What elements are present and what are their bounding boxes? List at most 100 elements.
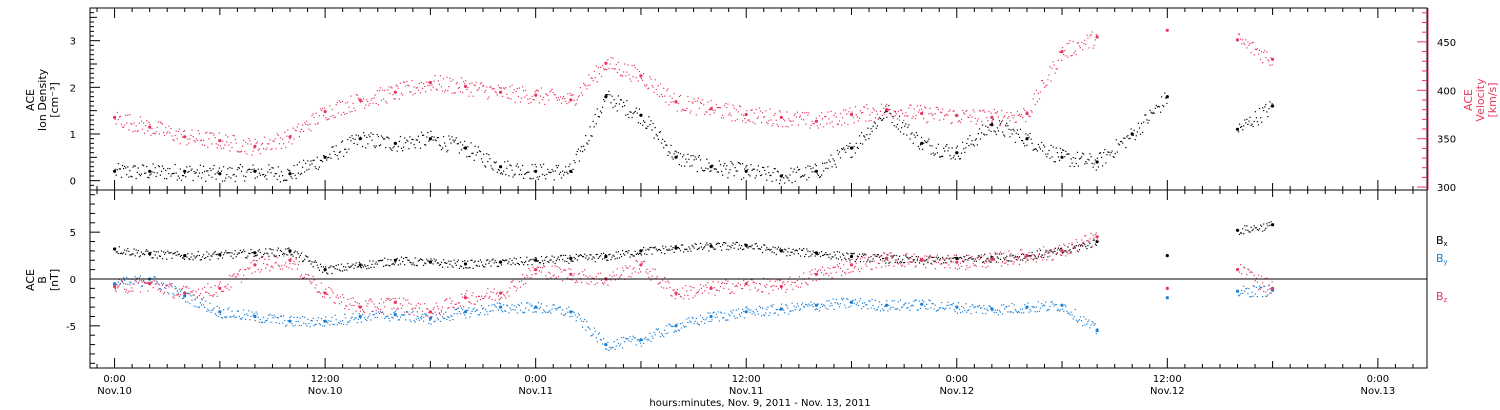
bz-sample — [843, 264, 845, 266]
bz-sample — [891, 255, 893, 257]
bx-sample — [149, 254, 151, 257]
bz-sample — [251, 272, 253, 274]
bx-sample — [123, 252, 125, 254]
by-sample — [991, 310, 993, 312]
bx-sample — [312, 266, 314, 268]
bz-sample — [183, 285, 185, 288]
by-sample — [235, 316, 237, 318]
bz-sample — [366, 305, 368, 307]
bz-sample — [594, 283, 596, 285]
density-point-11 — [499, 165, 503, 169]
velocity-sample — [290, 134, 292, 136]
density-sample — [762, 166, 764, 168]
by-sample — [604, 343, 606, 345]
by-sample — [944, 309, 946, 311]
bx-sample — [172, 253, 174, 255]
density-sample — [294, 174, 296, 176]
by-sample — [954, 311, 956, 313]
bz-sample — [161, 284, 164, 286]
density-sample — [1252, 125, 1254, 128]
bx-sample — [592, 256, 594, 258]
velocity-sample — [382, 89, 384, 91]
bz-sample — [825, 273, 827, 275]
bx-sample — [492, 258, 494, 260]
velocity-sample — [998, 124, 1001, 126]
bx-sample — [372, 260, 374, 262]
by-sample — [345, 317, 347, 319]
bx-sample — [982, 261, 984, 263]
bz-sample — [892, 255, 894, 257]
velocity-sample — [508, 97, 510, 99]
bx-sample — [1022, 259, 1024, 261]
density-sample — [315, 167, 317, 170]
velocity-sample — [1256, 48, 1258, 50]
by-sample — [272, 317, 274, 319]
bx-sample — [316, 264, 318, 266]
bx-sample — [949, 257, 951, 259]
bx-sample — [411, 263, 413, 266]
bx-sample — [648, 249, 650, 251]
bx-sample — [330, 265, 332, 267]
density-sample — [367, 143, 369, 145]
by-sample — [1089, 327, 1091, 329]
bx-sample — [763, 244, 765, 246]
velocity-sample — [728, 114, 730, 116]
density-sample — [345, 148, 347, 150]
by-sample — [384, 317, 386, 319]
density-sample — [573, 160, 575, 162]
bz-sample — [616, 268, 618, 270]
density-sample — [302, 166, 304, 168]
velocity-sample — [826, 123, 828, 125]
bz-sample — [706, 286, 708, 289]
bx-sample — [877, 254, 879, 256]
velocity-sample — [702, 99, 704, 101]
density-sample — [764, 169, 766, 171]
density-sample — [613, 99, 615, 101]
velocity-sample — [503, 87, 505, 89]
bz-sample — [511, 281, 513, 283]
by-sample — [883, 309, 885, 312]
bz-sample — [999, 251, 1002, 253]
bx-sample — [467, 260, 469, 262]
bz-sample — [906, 253, 908, 255]
velocity-sample — [185, 135, 187, 138]
bx-sample — [615, 251, 617, 253]
by-sample — [985, 313, 987, 315]
by-sample — [164, 287, 166, 289]
by-sample — [1017, 311, 1019, 313]
bz-sample — [525, 282, 527, 284]
velocity-sample — [544, 103, 546, 105]
by-point-20 — [814, 303, 819, 307]
bz-sample — [462, 296, 464, 298]
bx-sample — [1054, 247, 1056, 249]
by-sample — [513, 305, 515, 307]
velocity-sample — [1034, 103, 1036, 106]
bz-sample — [174, 288, 176, 290]
bz-sample — [806, 283, 808, 285]
bx-sample — [257, 250, 259, 252]
by-sample — [700, 321, 703, 323]
density-sample — [784, 182, 786, 184]
bx-sample — [911, 255, 913, 257]
bz-sample — [699, 284, 702, 286]
by-sample — [406, 310, 408, 312]
bx-sample — [159, 255, 161, 257]
velocity-sample — [1267, 59, 1269, 61]
density-sample — [717, 171, 719, 173]
density-sample — [334, 153, 336, 156]
bx-sample — [568, 262, 570, 264]
velocity-sample — [247, 143, 249, 145]
by-sample — [1005, 306, 1007, 308]
by-sample — [492, 310, 494, 312]
bx-sample — [674, 245, 676, 247]
bx-sample — [946, 257, 948, 259]
bx-sample — [797, 253, 799, 255]
velocity-sample — [476, 90, 478, 92]
bx-sample — [807, 250, 809, 252]
bz-sample — [733, 292, 735, 294]
velocity-sample — [922, 111, 924, 113]
velocity-sample — [297, 123, 299, 125]
velocity-sample — [1061, 59, 1063, 62]
bz-sample — [600, 279, 603, 281]
velocity-sample — [913, 108, 915, 110]
